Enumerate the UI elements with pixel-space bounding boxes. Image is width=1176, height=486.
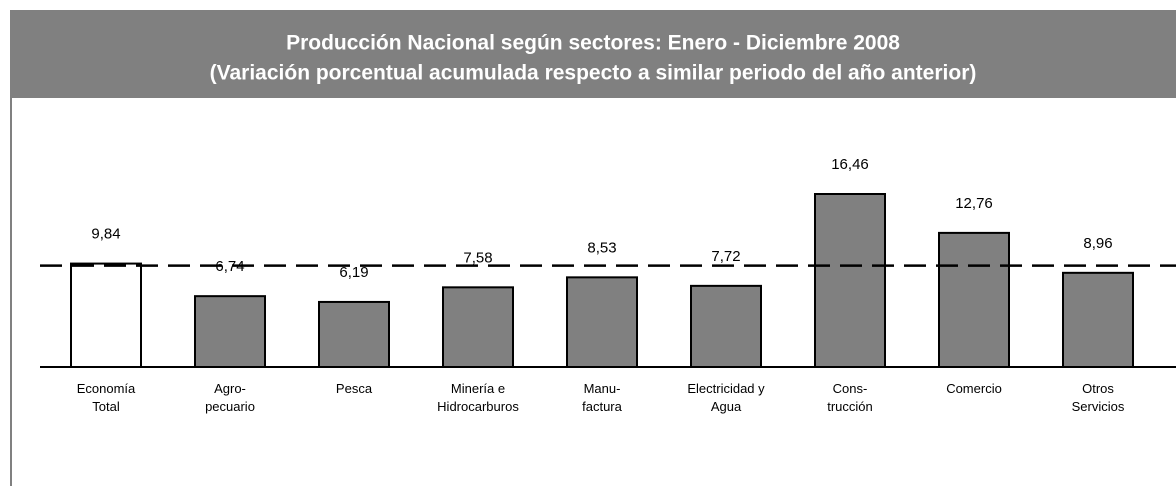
x-tick-label: Agro-pecuario [205,381,255,414]
bar [194,295,266,369]
x-tick-label-line: Manu- [584,381,621,396]
x-tick-label-line: Otros [1082,381,1114,396]
chart-title: Producción Nacional según sectores: Ener… [286,32,900,55]
bar [442,286,514,369]
bar [1062,271,1134,368]
x-tick-label-line: Agua [711,399,742,414]
x-tick-label-line: Total [92,399,120,414]
chart-subtitle: (Variación porcentual acumulada respecto… [210,62,977,85]
value-label: 6,74 [215,258,244,275]
value-label: 16,46 [831,156,869,173]
bar [566,276,638,368]
x-tick-label-line: Minería e [451,381,505,396]
x-tick-label: Electricidad y Agua [687,381,765,414]
value-label: 7,58 [463,249,492,266]
value-label: 7,72 [711,248,740,265]
x-tick-label: Otros Servicios [1072,381,1125,414]
x-tick-label: Comercio [946,381,1002,396]
x-tick-label-line: trucción [827,399,873,414]
x-tick-label-line: Servicios [1072,399,1125,414]
x-tick-label-line: Agro- [214,381,246,396]
value-label: 8,53 [587,239,616,256]
x-tick-label: Manu-factura [582,381,623,414]
x-tick-label-line: Pesca [336,381,373,396]
x-tick-label-line: Hidrocarburos [437,399,519,414]
x-tick-label: Cons-trucción [827,381,873,414]
value-label: 6,19 [339,264,368,281]
x-tick-label-line: Electricidad y [687,381,765,396]
x-tick-label: Pesca [336,381,373,396]
x-tick-label-line: factura [582,399,623,414]
header-band [10,10,1176,98]
value-label: 8,96 [1083,235,1112,252]
bar [814,193,886,368]
bar [318,300,390,368]
bar [70,262,142,368]
x-tick-label-line: pecuario [205,399,255,414]
x-tick-label-line: Economía [77,381,136,396]
x-tick-label-line: Comercio [946,381,1002,396]
x-tick-label: Minería e Hidrocarburos [437,381,519,414]
x-tick-label: Economía Total [77,381,136,414]
bar [690,284,762,368]
x-tick-label-line: Cons- [833,381,868,396]
value-label: 9,84 [91,226,120,243]
value-label: 12,76 [955,195,993,212]
bar [938,231,1010,368]
